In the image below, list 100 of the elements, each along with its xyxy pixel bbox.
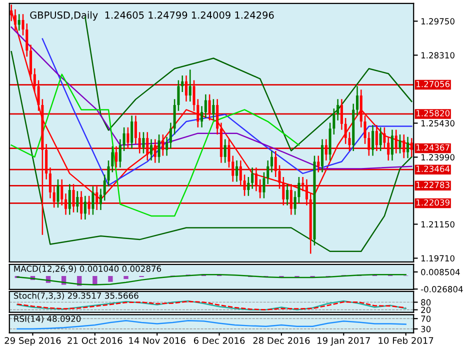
line-series <box>10 26 412 170</box>
y-tick-label: -0.026804 <box>420 286 463 292</box>
candlestick <box>72 183 75 214</box>
candlestick <box>239 160 242 188</box>
candlestick <box>111 146 114 173</box>
candlestick <box>146 132 149 162</box>
line-series <box>16 274 406 286</box>
candlestick <box>52 186 56 208</box>
x-tick-label: 6 Dec 2016 <box>194 337 245 344</box>
candlestick <box>138 132 141 154</box>
candlestick <box>30 44 32 81</box>
candlestick <box>166 136 168 156</box>
candlestick <box>368 132 370 156</box>
candlestick <box>84 195 86 220</box>
candlestick <box>398 134 402 154</box>
candlestick <box>294 190 296 216</box>
candlestick <box>88 195 90 216</box>
candlestick <box>177 80 180 112</box>
candlestick <box>103 174 106 202</box>
candlestick <box>344 117 347 145</box>
y-tick-label: 1.23990 <box>421 154 454 160</box>
candlestick <box>118 138 122 168</box>
chart-title: RSI(14) 48.0920 <box>14 315 81 323</box>
candlestick <box>92 186 94 216</box>
candlestick <box>204 94 207 119</box>
candlestick <box>26 22 28 58</box>
candlestick <box>60 178 64 206</box>
candlestick <box>254 166 258 192</box>
candlestick <box>18 13 20 32</box>
y-tick-label: 30 <box>421 326 431 332</box>
ref-line-label: 1.22039 <box>416 199 450 206</box>
line-series <box>10 51 412 252</box>
candlestick <box>37 80 40 112</box>
candlestick <box>324 138 328 162</box>
y-tick-label: 0.008504 <box>421 268 460 276</box>
candlestick <box>68 183 71 216</box>
candlestick <box>184 74 188 102</box>
candlestick <box>336 98 340 121</box>
candlestick <box>278 164 281 190</box>
candlestick <box>150 138 153 162</box>
y-tick-label: 1.21150 <box>421 221 454 228</box>
candlestick <box>258 178 262 199</box>
candlestick <box>126 126 130 150</box>
text: GBPUSD,Daily 1.24605 1.24799 1.24009 1.24296 <box>30 11 274 21</box>
x-tick-label: 10 Feb 2017 <box>378 336 434 344</box>
candlestick <box>302 176 304 192</box>
ref-line-label: 1.25820 <box>416 110 450 116</box>
candlestick <box>181 74 184 93</box>
candlestick <box>390 129 394 162</box>
ref-line-label: 1.27056 <box>416 80 450 88</box>
candlestick <box>317 155 320 173</box>
chart-title: Stoch(7,3,3) 29.3517 35.5666 <box>14 292 138 300</box>
candlestick <box>130 114 134 150</box>
candlestick <box>298 176 300 204</box>
candlestick <box>236 160 238 182</box>
candlestick <box>372 124 374 156</box>
candlestick <box>243 174 246 197</box>
candlestick <box>134 114 137 145</box>
candlestick <box>406 136 410 159</box>
candlestick <box>48 166 52 199</box>
y-tick-label: 1.28310 <box>421 52 454 58</box>
candlestick <box>76 190 79 214</box>
ref-line-label: 1.23464 <box>416 166 450 172</box>
candlestick <box>64 192 68 216</box>
line-series <box>10 74 300 217</box>
x-tick-label: 28 Dec 2016 <box>253 337 310 344</box>
candlestick <box>262 172 266 199</box>
candlestick <box>33 68 36 93</box>
candlestick <box>22 13 24 36</box>
candlestick <box>356 85 359 116</box>
candlestick <box>383 126 386 150</box>
candlestick <box>394 129 398 154</box>
line-series <box>42 38 412 186</box>
x-tick-label: 19 Jan 2017 <box>318 337 370 346</box>
chart-title: MACD(12,26,9) 0.001040 0.002876 <box>14 265 162 273</box>
ref-line-label: 1.22783 <box>416 182 450 188</box>
candlestick <box>192 80 196 112</box>
candlestick <box>115 146 118 168</box>
candlestick <box>364 114 366 145</box>
y-tick-label: 1.25430 <box>421 120 454 126</box>
candlestick <box>169 122 172 150</box>
candlestick <box>158 134 160 164</box>
candlestick <box>200 106 204 128</box>
x-tick-label: 21 Oct 2016 <box>68 337 122 344</box>
candlestick <box>122 126 126 152</box>
candlestick <box>80 190 83 220</box>
candlestick <box>99 188 102 211</box>
candlestick <box>402 134 406 159</box>
candlestick <box>188 68 192 102</box>
y-tick-label: 80 <box>421 299 431 306</box>
candlestick <box>332 108 336 136</box>
y-tick-label: 20 <box>421 306 431 314</box>
candlestick <box>274 150 277 178</box>
candlestick <box>142 132 145 154</box>
y-tick-label: 1.29750 <box>421 18 454 24</box>
candlestick <box>56 178 60 208</box>
candlestick <box>247 176 250 197</box>
candlestick <box>321 138 324 173</box>
candlestick <box>228 138 230 168</box>
candlestick <box>107 160 110 188</box>
